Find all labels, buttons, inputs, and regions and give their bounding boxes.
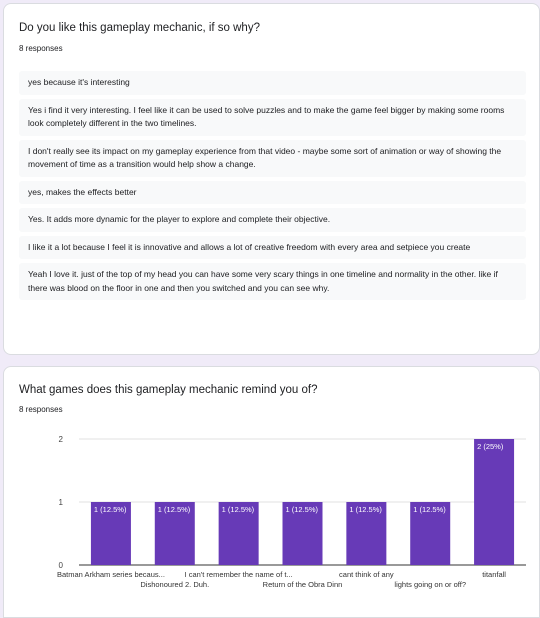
bar — [346, 502, 387, 565]
response-item: Yeah I love it. just of the top of my he… — [19, 263, 526, 300]
response-item: I don't really see its impact on my game… — [19, 139, 526, 177]
question-title: What games does this gameplay mechanic r… — [19, 384, 318, 396]
bar-data-label: 1 (12.5%) — [158, 505, 191, 514]
y-tick-label: 1 — [59, 498, 64, 507]
response-item: yes, makes the effects better — [19, 180, 526, 204]
question-card-1: Do you like this gameplay mechanic, if s… — [3, 3, 540, 355]
response-item: I like it a lot because I feel it is inn… — [19, 235, 526, 259]
x-category-label: lights going on or off? — [394, 580, 466, 589]
bar-data-label: 1 (12.5%) — [286, 505, 319, 514]
y-tick-label: 0 — [59, 561, 64, 570]
x-category-label: Return of the Obra Dinn — [263, 580, 343, 589]
bar — [410, 502, 451, 565]
y-tick-label: 2 — [59, 435, 64, 444]
response-list: yes because it's interesting Yes i find … — [19, 71, 526, 304]
x-category-label: Dishonoured 2. Duh. — [140, 580, 209, 589]
bar — [218, 502, 259, 565]
x-category-label: Batman Arkham series becaus... — [57, 570, 165, 579]
bar — [154, 502, 195, 565]
bar-data-label: 1 (12.5%) — [222, 505, 255, 514]
question-title: Do you like this gameplay mechanic, if s… — [19, 22, 260, 34]
x-category-label: I can't remember the name of t... — [185, 570, 293, 579]
bar — [90, 502, 131, 565]
bar-chart: 0 1 2 1 (12.5%) Batman Arkham series becaus.… — [57, 435, 526, 589]
response-item: yes because it's interesting — [19, 71, 526, 95]
bar-data-label: 1 (12.5%) — [94, 505, 127, 514]
question-card-2: What games does this gameplay mechanic r… — [3, 366, 540, 618]
bar-data-label: 1 (12.5%) — [349, 505, 382, 514]
response-item: Yes i find it very interesting. I feel l… — [19, 98, 526, 136]
bar — [474, 439, 515, 565]
response-item: Yes. It adds more dynamic for the player… — [19, 208, 526, 232]
response-count: 8 responses — [19, 44, 63, 53]
bar — [282, 502, 323, 565]
bar-data-label: 2 (25%) — [477, 442, 504, 451]
response-count: 8 responses — [19, 405, 63, 414]
x-category-label: titanfall — [482, 570, 506, 579]
bar-data-label: 1 (12.5%) — [413, 505, 446, 514]
x-category-label: cant think of any — [339, 570, 394, 579]
